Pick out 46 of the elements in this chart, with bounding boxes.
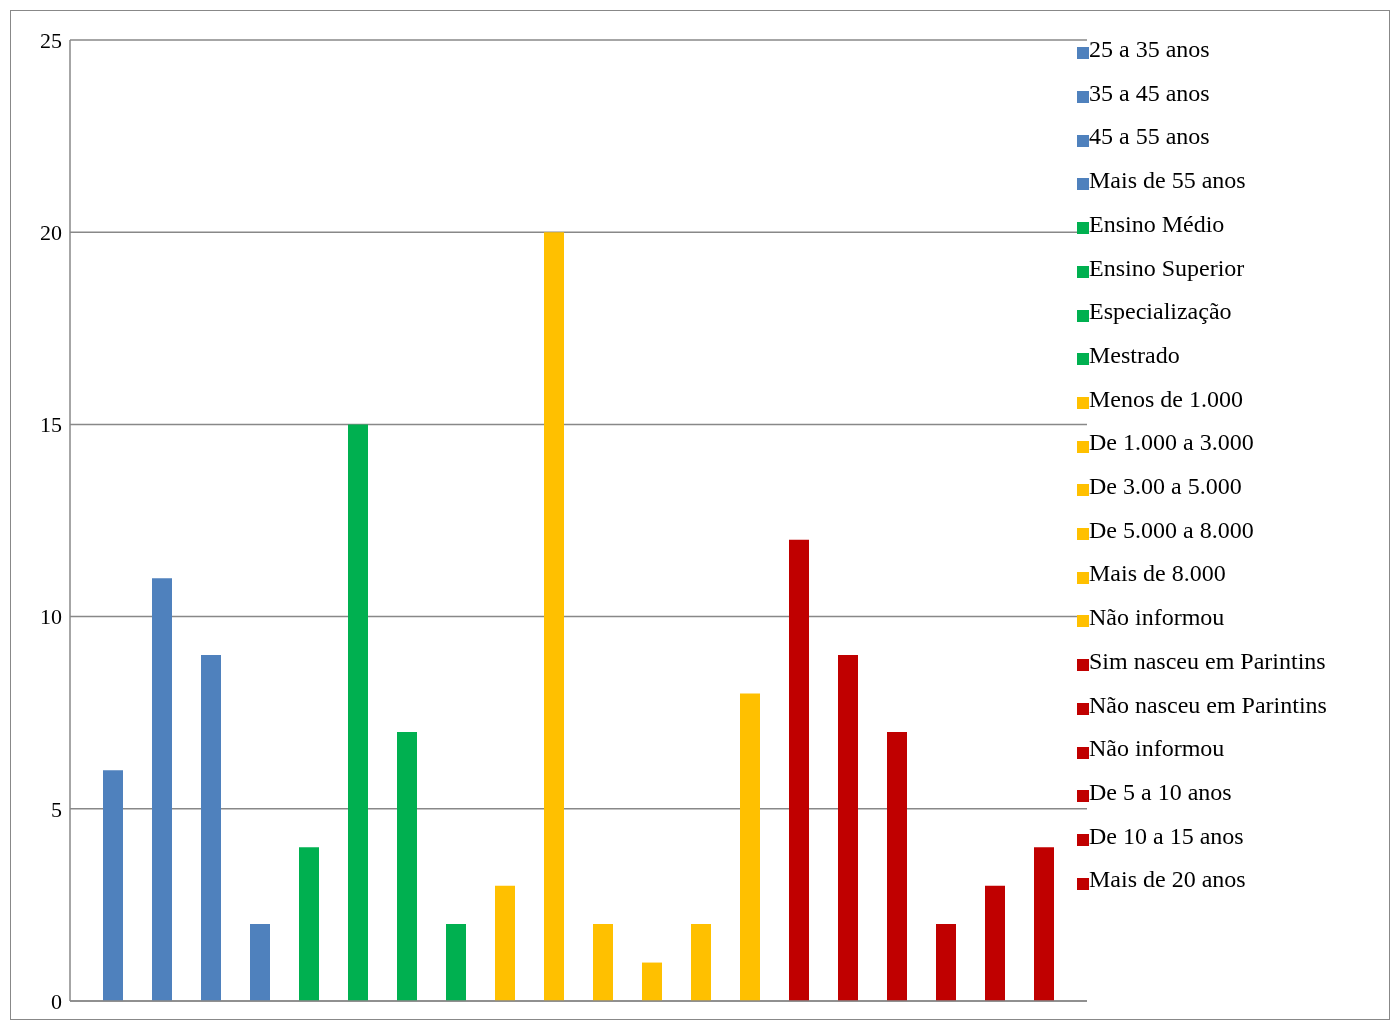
y-tick-label: 5: [51, 796, 62, 822]
legend-label: De 1.000 a 3.000: [1089, 429, 1254, 456]
bar: [887, 731, 907, 1001]
legend-label: De 10 a 15 anos: [1089, 822, 1244, 849]
legend-label: Mais de 55 anos: [1089, 167, 1246, 194]
bar: [1034, 847, 1054, 1001]
y-tick-label: 15: [40, 412, 62, 438]
bar: [544, 232, 564, 1001]
bar: [936, 924, 956, 1001]
bar: [201, 655, 221, 1001]
legend-label: 35 a 45 anos: [1089, 79, 1210, 106]
legend-label: Não nasceu em Parintins: [1089, 691, 1327, 718]
y-tick-label: 25: [40, 27, 62, 53]
bar: [152, 578, 172, 1001]
legend-label: Especialização: [1089, 298, 1232, 325]
bar: [299, 847, 319, 1001]
bar: [985, 885, 1005, 1001]
legend-label: Sim nasceu em Parintins: [1089, 647, 1326, 674]
legend-label: Mais de 20 anos: [1089, 866, 1246, 893]
legend-label: De 5.000 a 8.000: [1089, 516, 1254, 543]
bar: [838, 655, 858, 1001]
bar: [789, 539, 809, 1001]
legend-label: De 5 a 10 anos: [1089, 778, 1232, 805]
legend-label: Menos de 1.000: [1089, 385, 1243, 412]
bar: [740, 693, 760, 1001]
bar: [250, 924, 270, 1001]
legend-label: 25 a 35 anos: [1089, 36, 1210, 62]
y-tick-label: 0: [51, 988, 62, 1014]
bar: [691, 924, 711, 1001]
legend-label: 45 a 55 anos: [1089, 123, 1210, 150]
legend-label: Ensino Superior: [1089, 254, 1245, 281]
legend-label: Não informou: [1089, 735, 1225, 762]
bar: [495, 885, 515, 1001]
legend-label: Mais de 8.000: [1089, 560, 1226, 587]
bar: [397, 731, 417, 1001]
legend-label: De 3.00 a 5.000: [1089, 473, 1242, 500]
y-tick-label: 20: [40, 220, 62, 246]
bar: [642, 962, 662, 1001]
legend-label: Não informou: [1089, 604, 1225, 631]
bar: [103, 770, 123, 1001]
bar: [593, 924, 613, 1001]
bar: [348, 424, 368, 1001]
legend-label: Ensino Médio: [1089, 210, 1225, 237]
bar: [446, 924, 466, 1001]
y-tick-label: 10: [40, 604, 62, 630]
legend-label: Mestrado: [1089, 341, 1180, 368]
